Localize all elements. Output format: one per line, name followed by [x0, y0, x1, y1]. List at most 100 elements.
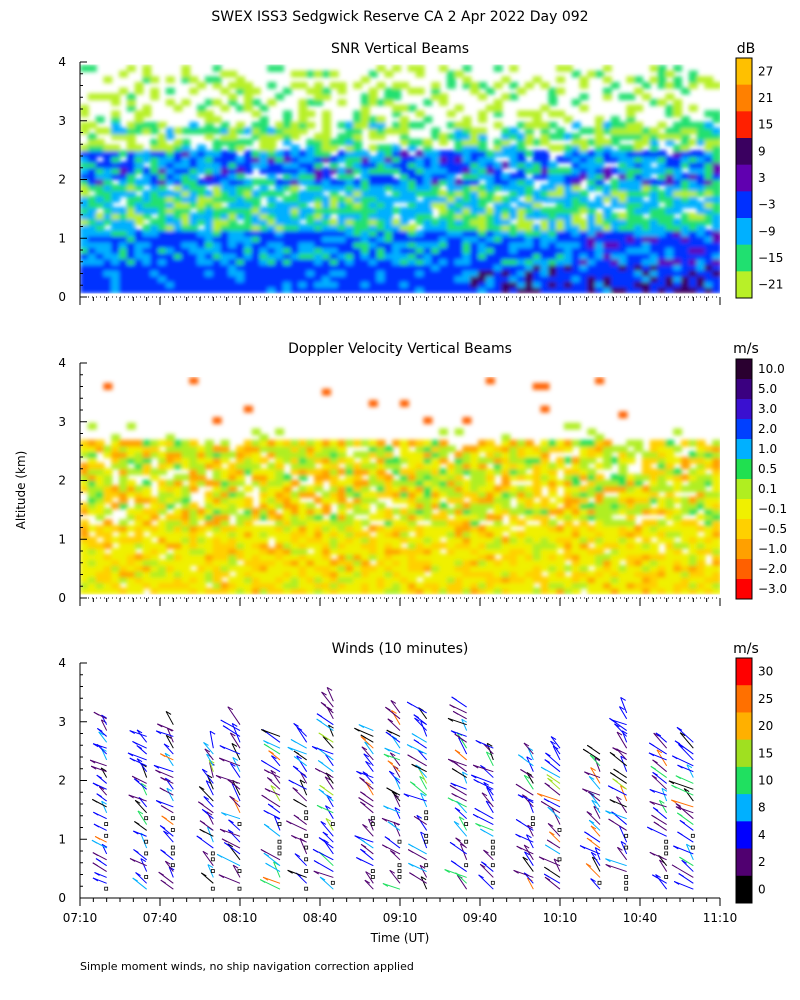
heatmap-cell — [556, 172, 566, 180]
heatmap-cell — [87, 138, 97, 146]
heatmap-cell — [462, 525, 472, 532]
heatmap-cell — [329, 576, 339, 584]
heatmap-cell — [501, 280, 511, 288]
heatmap-cell — [556, 207, 566, 214]
heatmap-cell — [290, 70, 300, 78]
heatmap-cell — [384, 542, 394, 550]
heatmap-cell — [243, 189, 253, 197]
wind-barb — [100, 719, 108, 731]
wind-barb-flag — [94, 871, 100, 876]
heatmap-cell — [462, 417, 472, 424]
heatmap-cell — [126, 229, 136, 237]
heatmap-cell — [587, 280, 597, 288]
heatmap-cell — [150, 201, 160, 209]
heatmap-cell — [337, 286, 347, 294]
heatmap-cell — [548, 587, 558, 595]
heatmap-cell — [95, 229, 105, 237]
heatmap-cell — [501, 434, 511, 442]
heatmap-cell — [439, 133, 449, 141]
heatmap-cell — [485, 246, 495, 254]
heatmap-cell — [540, 536, 550, 544]
heatmap-cell — [228, 587, 238, 595]
heatmap-cell — [602, 445, 612, 453]
heatmap-cell — [360, 490, 370, 498]
heatmap-cell — [376, 525, 386, 532]
heatmap-cell — [415, 570, 425, 578]
heatmap-cell — [150, 513, 160, 521]
heatmap-cell — [173, 275, 183, 283]
heatmap-cell — [158, 172, 168, 180]
heatmap-cell — [501, 241, 511, 249]
heatmap-cell — [548, 559, 558, 567]
heatmap-cell — [626, 189, 636, 197]
heatmap-cell — [610, 138, 620, 146]
heatmap-cell — [696, 547, 706, 555]
heatmap-cell — [509, 559, 519, 567]
heatmap-cell — [267, 155, 277, 163]
heatmap-cell — [501, 218, 511, 226]
heatmap-cell — [204, 116, 214, 123]
heatmap-cell — [493, 144, 503, 152]
heatmap-cell — [290, 587, 300, 595]
heatmap-cell — [579, 161, 589, 169]
heatmap-cell — [407, 121, 417, 129]
heatmap-cell — [80, 536, 90, 544]
heatmap-cell — [95, 286, 105, 294]
heatmap-cell — [329, 207, 339, 214]
heatmap-cell — [392, 490, 402, 498]
heatmap-cell — [454, 502, 464, 510]
heatmap-cell — [556, 559, 566, 567]
heatmap-cell — [649, 485, 659, 493]
heatmap-cell — [267, 201, 277, 209]
heatmap-cell — [532, 530, 542, 538]
heatmap-cell — [220, 456, 230, 464]
heatmap-cell — [329, 81, 339, 89]
heatmap-cell — [275, 559, 285, 567]
heatmap-cell — [634, 150, 644, 158]
heatmap-cell — [111, 246, 121, 254]
heatmap-cell — [259, 246, 269, 254]
heatmap-cell — [314, 570, 324, 578]
heatmap-cell — [680, 485, 690, 493]
wind-barb — [205, 780, 214, 796]
heatmap-cell — [251, 189, 261, 197]
figure-title: SWEX ISS3 Sedgwick Reserve CA 2 Apr 2022… — [211, 9, 588, 25]
heatmap-cell — [181, 207, 191, 214]
heatmap-cell — [259, 275, 269, 283]
heatmap-cell — [680, 189, 690, 197]
heatmap-cell — [150, 155, 160, 163]
heatmap-cell — [478, 468, 488, 476]
heatmap-cell — [353, 258, 363, 266]
heatmap-cell — [415, 553, 425, 561]
heatmap-cell — [423, 508, 433, 515]
heatmap-cell — [243, 212, 253, 220]
heatmap-cell — [540, 445, 550, 453]
heatmap-cell — [119, 564, 129, 572]
heatmap-cell — [400, 553, 410, 561]
heatmap-cell — [142, 224, 152, 231]
heatmap-cell — [657, 456, 667, 464]
heatmap-cell — [212, 195, 222, 203]
heatmap-cell — [228, 275, 238, 283]
heatmap-cell — [579, 530, 589, 538]
heatmap-cell — [360, 201, 370, 209]
heatmap-cell — [532, 201, 542, 209]
heatmap-cell — [649, 496, 659, 504]
heatmap-cell — [282, 184, 292, 192]
heatmap-cell — [165, 513, 175, 521]
heatmap-cell — [321, 496, 331, 504]
heatmap-cell — [236, 519, 246, 527]
heatmap-cell — [134, 462, 144, 470]
heatmap-cell — [407, 167, 417, 175]
heatmap-cell — [353, 144, 363, 152]
heatmap-cell — [337, 587, 347, 595]
heatmap-cell — [618, 263, 628, 271]
heatmap-cell — [540, 133, 550, 141]
heatmap-cell — [524, 542, 534, 550]
heatmap-cell — [290, 189, 300, 197]
heatmap-cell — [634, 553, 644, 561]
heatmap-cell — [462, 445, 472, 453]
heatmap-cell — [282, 513, 292, 521]
heatmap-cell — [470, 87, 480, 95]
heatmap-cell — [532, 462, 542, 470]
